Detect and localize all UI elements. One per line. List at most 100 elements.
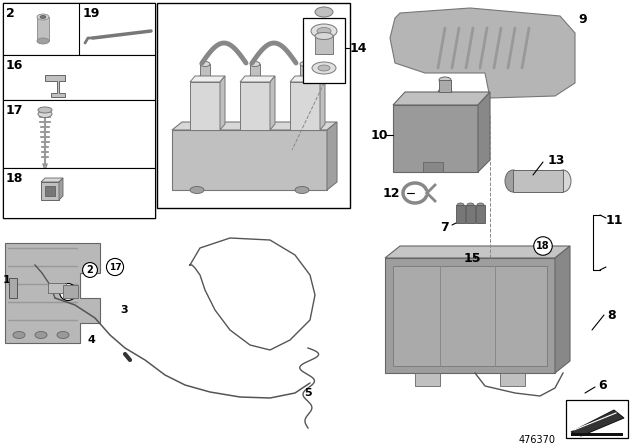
Ellipse shape [200,73,210,78]
FancyBboxPatch shape [439,80,451,92]
Ellipse shape [37,14,49,20]
Ellipse shape [35,332,47,339]
Ellipse shape [13,332,25,339]
Polygon shape [393,266,547,366]
Ellipse shape [477,203,484,207]
FancyBboxPatch shape [3,100,155,168]
Polygon shape [290,82,320,130]
FancyBboxPatch shape [9,278,17,298]
Polygon shape [48,283,66,293]
Polygon shape [190,76,225,82]
Polygon shape [41,182,59,200]
FancyBboxPatch shape [303,18,345,83]
Polygon shape [240,76,275,82]
Polygon shape [45,75,65,97]
FancyBboxPatch shape [456,205,465,223]
FancyBboxPatch shape [45,186,55,196]
FancyBboxPatch shape [315,36,333,54]
Polygon shape [41,178,63,182]
FancyBboxPatch shape [571,433,623,436]
Ellipse shape [40,16,46,18]
Text: 13: 13 [548,154,565,167]
FancyBboxPatch shape [3,3,155,55]
FancyBboxPatch shape [3,168,155,218]
Text: 5: 5 [304,388,312,398]
Ellipse shape [467,203,474,207]
FancyBboxPatch shape [466,205,475,223]
Ellipse shape [457,203,464,207]
Ellipse shape [311,24,337,38]
FancyBboxPatch shape [200,64,210,76]
Text: 2: 2 [6,7,15,20]
Text: 476370: 476370 [518,435,556,445]
Polygon shape [415,373,440,386]
Ellipse shape [250,61,260,66]
Polygon shape [240,82,270,130]
Text: 18: 18 [6,172,24,185]
Text: 4: 4 [88,335,96,345]
Ellipse shape [57,332,69,339]
Text: 19: 19 [83,7,100,20]
Ellipse shape [300,61,310,66]
Ellipse shape [505,170,521,192]
Polygon shape [555,246,570,373]
Text: 16: 16 [6,59,24,72]
Text: 10: 10 [371,129,388,142]
Ellipse shape [315,7,333,17]
Polygon shape [270,76,275,130]
Polygon shape [393,92,490,105]
Text: 16: 16 [61,288,74,297]
Text: 17: 17 [6,104,24,117]
Polygon shape [190,82,220,130]
Polygon shape [5,243,100,343]
Polygon shape [390,8,575,98]
Polygon shape [172,122,337,130]
FancyBboxPatch shape [300,64,310,76]
Text: 14: 14 [350,42,367,55]
Ellipse shape [250,73,260,78]
FancyBboxPatch shape [157,3,350,208]
Polygon shape [320,76,325,130]
Text: 15: 15 [463,252,481,265]
Polygon shape [59,178,63,200]
Polygon shape [385,258,555,373]
Ellipse shape [37,38,49,44]
Ellipse shape [318,65,330,71]
Ellipse shape [312,62,336,74]
Text: 8: 8 [607,309,616,322]
Text: 18: 18 [536,241,550,251]
Ellipse shape [38,107,52,113]
Ellipse shape [300,73,310,78]
Polygon shape [63,285,78,298]
Ellipse shape [190,186,204,194]
FancyBboxPatch shape [566,400,628,438]
FancyBboxPatch shape [37,17,49,41]
Text: 11: 11 [606,214,623,227]
Text: 9: 9 [578,13,587,26]
Text: 12: 12 [383,186,401,199]
Ellipse shape [38,111,52,117]
Polygon shape [290,76,325,82]
Text: 7: 7 [440,220,449,233]
Polygon shape [385,246,570,258]
Text: 1: 1 [3,275,11,285]
Ellipse shape [439,77,451,83]
Text: 17: 17 [109,263,122,271]
FancyBboxPatch shape [423,162,443,172]
Polygon shape [57,75,65,81]
Ellipse shape [317,27,331,34]
FancyBboxPatch shape [513,170,563,192]
Polygon shape [327,122,337,190]
Text: 3: 3 [120,305,127,315]
Ellipse shape [200,61,210,66]
Polygon shape [220,76,225,130]
Ellipse shape [315,33,333,39]
Ellipse shape [295,186,309,194]
Polygon shape [500,373,525,386]
Polygon shape [571,410,624,436]
Polygon shape [172,130,327,190]
FancyBboxPatch shape [476,205,485,223]
FancyBboxPatch shape [250,64,260,76]
Polygon shape [478,92,490,172]
FancyBboxPatch shape [3,55,155,100]
